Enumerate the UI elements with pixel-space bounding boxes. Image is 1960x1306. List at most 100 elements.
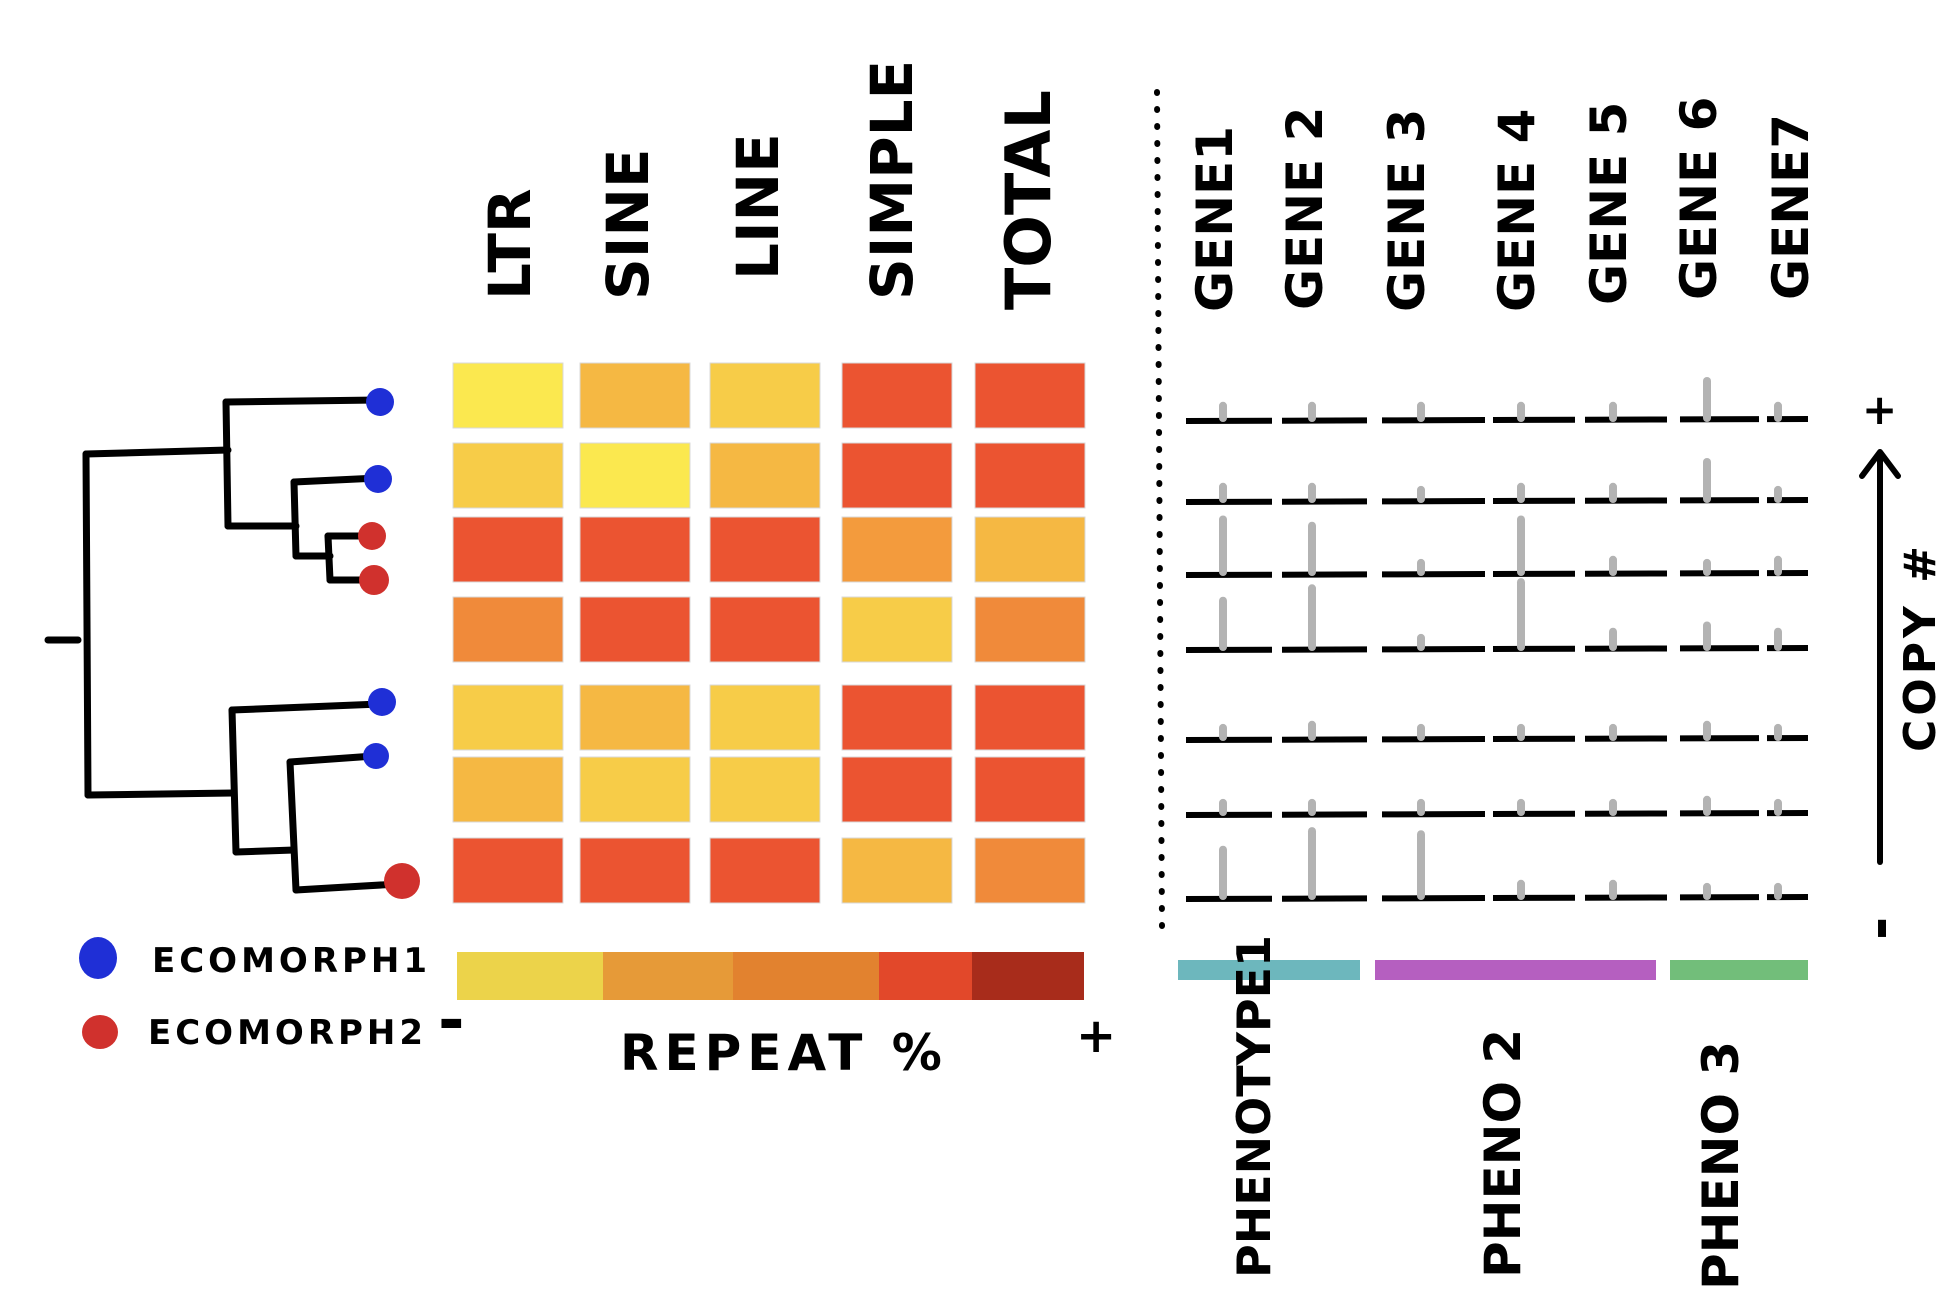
heatmap-cell [974,516,1086,583]
heatmap-cell [841,596,953,663]
tree-tip-dot [366,388,394,416]
gene-label: GENE7 [1762,114,1820,300]
phenotype-label: PHENO 3 [1692,1041,1750,1290]
tree-tip-dot [359,565,389,595]
track-baseline [1185,645,1809,653]
tree-tip-dot [384,863,420,899]
axis-minus-label: - [1847,917,1912,940]
dotted-separator [1154,89,1165,931]
phenotype-label: PHENOTYPE1 [1227,935,1281,1278]
column-label: SIMPLE [858,60,926,300]
heatmap-cell [841,442,953,509]
heatmap-cell [709,837,821,904]
column-label: LINE [724,133,792,280]
track-baseline [1185,735,1809,743]
tree-branch [290,474,382,486]
heatmap-cell [709,442,821,509]
repeat-heatmap [452,362,1086,904]
ecomorph2-swatch [82,1015,118,1049]
heatmap-cell [841,756,953,823]
tree-root-trunk [82,450,92,799]
tree-branch [84,789,237,799]
heatmap-cell [841,516,953,583]
gene-column-labels: GENE1 GENE 2 GENE 3 GENE 4 GENE 5 GENE 6… [1186,97,1820,312]
track-baseline [1185,497,1809,505]
heatmap-cell [974,596,1086,663]
track-baseline [1185,570,1809,578]
heatmap-cell [579,837,691,904]
heatmap-cell [452,684,564,751]
tree-branch [292,880,402,894]
scale-segment [879,952,972,1000]
heatmap-cell [974,362,1086,429]
gene-label: GENE1 [1186,126,1244,312]
heatmap-cell [579,362,691,429]
axis-label: COPY # [1895,542,1946,752]
scale-segment [603,952,733,1000]
heatmap-cell [579,596,691,663]
heatmap-cell [452,596,564,663]
ecomorph1-swatch [79,937,117,979]
heatmap-cell [452,837,564,904]
tree-tip-dot [358,522,386,550]
repeat-column-labels: LTR SINE LINE SIMPLE TOTAL [476,60,1065,310]
heatmap-cell [974,837,1086,904]
scale-segment [972,952,1084,1000]
scale-segment [457,952,603,1000]
tree-branch [290,478,300,560]
tree-branch [286,752,378,766]
tree-branch [324,532,334,584]
tree-branch [222,398,232,530]
gene-label: GENE 6 [1670,97,1728,300]
arrow-up-icon [1859,449,1901,479]
scale-title: REPEAT % [620,1024,948,1082]
phenotype-bar [1375,960,1656,980]
track-baseline [1185,894,1809,902]
phenotype-bar [1670,960,1808,980]
track-baseline [1185,810,1809,818]
tree-tips [358,388,420,899]
heatmap-cell [579,516,691,583]
tree-branch [82,446,232,458]
copy-number-tracks [1185,377,1809,902]
tree-tip-dot [364,465,392,493]
tree-tip-dot [363,743,389,769]
gene-label: GENE 2 [1276,107,1334,310]
heatmap-cell [709,684,821,751]
phylogenetic-tree [44,396,402,894]
heatmap-cell [452,442,564,509]
heatmap-cell [452,362,564,429]
scale-segment [733,952,879,1000]
ecomorph2-label: ECOMORPH2 [148,1013,427,1053]
tree-branch [228,700,384,714]
scale-min-label: - [438,984,465,1058]
gene-label: GENE 4 [1488,109,1546,312]
axis-plus-label: + [1862,385,1897,434]
heatmap-cell [452,756,564,823]
column-label: TOTAL [992,90,1065,310]
column-label: SINE [594,148,662,300]
heatmap-cell [709,596,821,663]
heatmap-cell [709,362,821,429]
scale-max-label: + [1076,1008,1116,1064]
copy-number-axis: + - COPY # [1847,385,1946,940]
heatmap-cell [579,442,691,509]
heatmap-cell [974,684,1086,751]
gene-label: GENE 3 [1378,109,1436,312]
track-baseline [1185,416,1809,424]
phenotype-bars [1178,960,1808,980]
tree-tip-dot [368,688,396,716]
tree-branch [232,846,298,856]
heatmap-cell [841,837,953,904]
heatmap-cell [974,756,1086,823]
heatmap-cell [709,756,821,823]
column-label: LTR [476,188,544,300]
heatmap-cell [974,442,1086,509]
ecomorph1-label: ECOMORPH1 [152,941,431,981]
repeat-color-scale [457,952,1084,1000]
heatmap-cell [452,516,564,583]
phenotype-bar [1178,960,1360,980]
phenotype-labels: PHENOTYPE1 PHENO 2 PHENO 3 [1227,935,1750,1290]
heatmap-cell [841,362,953,429]
